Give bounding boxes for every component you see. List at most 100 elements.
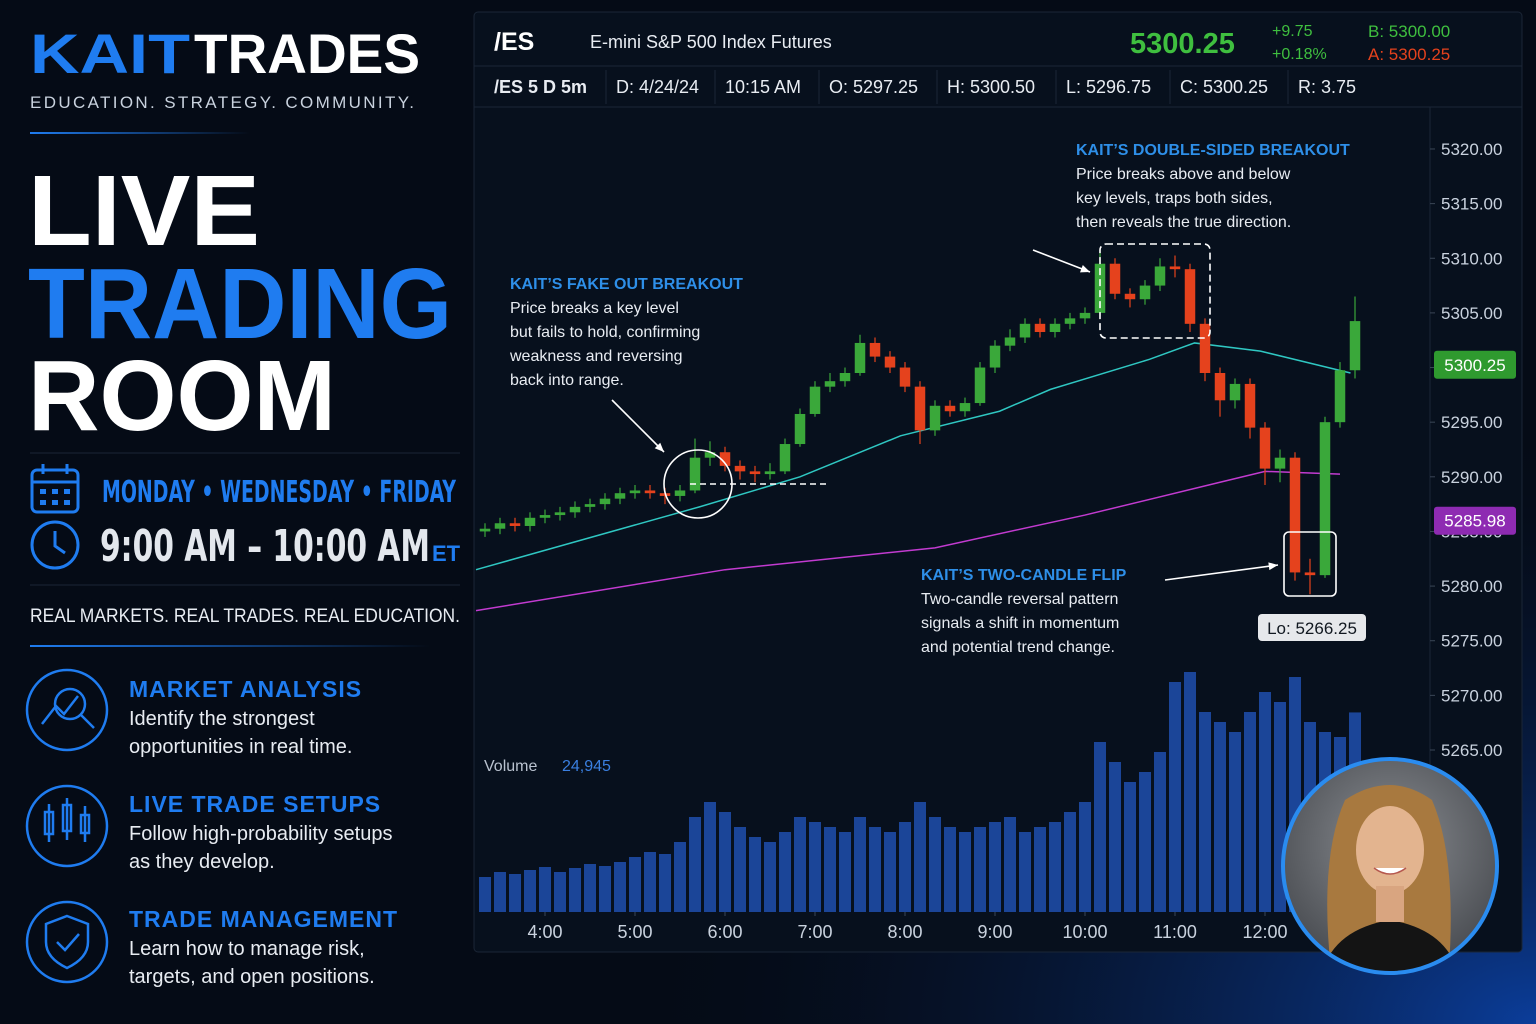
candle-body	[794, 413, 806, 445]
symbol: /ES	[494, 28, 534, 56]
candle-body	[734, 465, 746, 472]
volume-bar	[839, 832, 851, 912]
tagline: EDUCATION. STRATEGY. COMMUNITY.	[30, 93, 414, 112]
candle-body	[569, 506, 581, 513]
candle-body	[524, 517, 536, 526]
volume-bar	[509, 874, 521, 912]
price-tag	[1434, 506, 1516, 535]
annotation-text: Price breaks a key level	[510, 300, 679, 317]
y-tick-label: 5280.00	[1441, 577, 1502, 596]
volume-bar	[884, 832, 896, 912]
volume-bar	[659, 854, 671, 912]
separator: •	[201, 475, 213, 510]
candle-body	[599, 498, 611, 505]
volume-bar	[1244, 712, 1256, 912]
volume-bar	[914, 802, 926, 912]
volume-bar	[1154, 752, 1166, 912]
left-panel: KAIT TRADES EDUCATION. STRATEGY. COMMUNI…	[25, 22, 461, 988]
schedule-time: 9:00 AM – 10:00 AM	[100, 521, 430, 572]
volume-bar	[929, 817, 941, 912]
candle-body	[704, 452, 716, 458]
volume-bar	[479, 877, 491, 912]
candle-body	[1019, 323, 1031, 338]
candle-body	[689, 457, 701, 491]
volume-bar	[1094, 742, 1106, 912]
annotation-text: signals a shift in momentum	[921, 615, 1119, 632]
brand-name: TRADES	[194, 22, 420, 85]
candle-body	[1229, 383, 1241, 401]
candle-body	[1139, 285, 1151, 300]
volume-bar	[1004, 817, 1016, 912]
volume-bar	[1109, 762, 1121, 912]
volume-bar	[1019, 832, 1031, 912]
ask: A: 5300.25	[1368, 45, 1450, 64]
volume-bar	[1124, 782, 1136, 912]
candle-body	[1184, 269, 1196, 324]
volume-bar	[854, 817, 866, 912]
candle-body	[869, 342, 881, 357]
avatar-ring	[1281, 757, 1499, 975]
moving-average	[475, 342, 1351, 571]
candle-body	[1169, 266, 1181, 270]
candle-body	[1004, 337, 1016, 346]
candle-body	[974, 367, 986, 404]
x-tick-label: 12:00	[1242, 922, 1287, 942]
feature-text: Follow high-probability setups	[129, 823, 392, 845]
candle-body	[479, 528, 491, 532]
feature-title: TRADE MANAGEMENT	[129, 906, 398, 932]
annotation-shape	[611, 399, 665, 453]
candle-body	[959, 403, 971, 412]
volume-bar	[959, 832, 971, 912]
candle-body	[494, 523, 506, 529]
volume-bar	[749, 837, 761, 912]
volume-bar	[794, 817, 806, 912]
y-tick-label: 5305.00	[1441, 304, 1502, 323]
candle-body	[839, 372, 851, 382]
annotation-title: KAIT’S DOUBLE-SIDED BREAKOUT	[1076, 142, 1350, 159]
x-tick-label: 7:00	[797, 922, 832, 942]
annotation-text: weakness and reversing	[509, 348, 683, 365]
volume-bar	[869, 827, 881, 912]
volume-bar	[524, 870, 536, 912]
slogan: REAL MARKETS. REAL TRADES. REAL EDUCATIO…	[30, 606, 460, 627]
avatar-face	[1356, 806, 1424, 894]
feature-icon	[25, 784, 109, 868]
x-tick-label: 5:00	[617, 922, 652, 942]
headline-line: ROOM	[28, 340, 336, 452]
y-tick-label: 5275.00	[1441, 632, 1502, 651]
candle-body	[719, 452, 731, 466]
candle-body	[1304, 572, 1316, 576]
volume-bar	[719, 812, 731, 912]
annotation-text: back into range.	[510, 372, 624, 389]
brand-accent: KAIT	[30, 22, 190, 85]
candle-body	[1199, 323, 1211, 373]
annotation-text: then reveals the true direction.	[1076, 214, 1291, 231]
feature-list: MARKET ANALYSIS Identify the strongest opp…	[129, 676, 398, 988]
candle-body	[779, 444, 791, 472]
bid: B: 5300.00	[1368, 22, 1450, 41]
candle-body	[674, 490, 686, 496]
candle-body	[644, 490, 656, 494]
volume-bar	[599, 866, 611, 912]
avatar-smile	[1373, 867, 1407, 875]
arrow-head	[654, 442, 664, 452]
feature-text: targets, and open positions.	[129, 966, 375, 988]
candle-body	[1244, 383, 1256, 428]
feature-icon	[25, 900, 109, 984]
candle-body	[1079, 312, 1091, 319]
candle-body	[899, 367, 911, 387]
volume-bar	[1064, 812, 1076, 912]
low-label: Lo: 5266.25	[1267, 619, 1357, 638]
bar-info: H: 5300.50	[947, 77, 1035, 97]
x-tick-label: 11:00	[1153, 922, 1197, 942]
headline-line: TRADING	[28, 248, 452, 360]
annotation-shape	[1032, 249, 1091, 273]
volume-bar	[974, 827, 986, 912]
feature-title: MARKET ANALYSIS	[129, 676, 362, 702]
avatar-neck	[1376, 886, 1404, 922]
annotation-text: but fails to hold, confirming	[510, 324, 700, 341]
candle-body	[1334, 370, 1346, 423]
x-tick-label: 4:00	[527, 922, 562, 942]
candle-body	[1124, 293, 1136, 300]
